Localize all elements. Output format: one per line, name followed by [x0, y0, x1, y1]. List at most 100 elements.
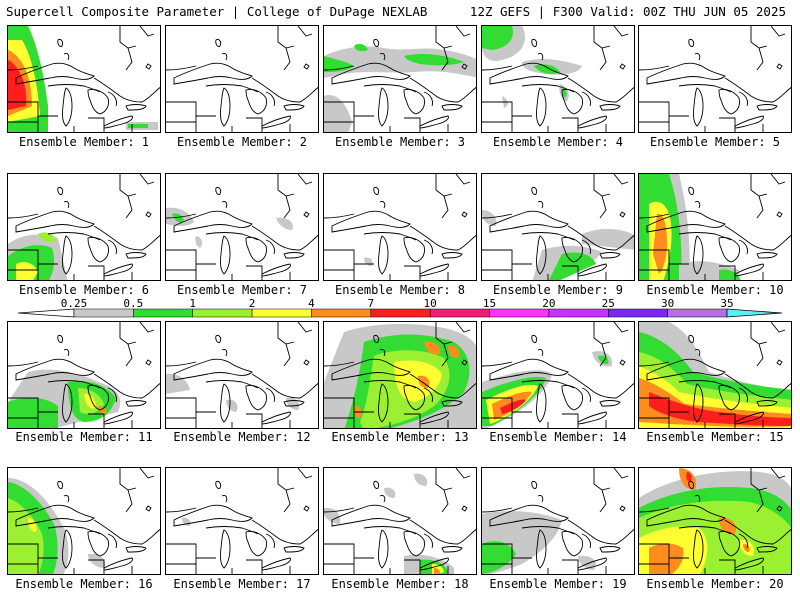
scp-contour-fill	[84, 394, 96, 409]
basemap-outline	[125, 400, 147, 407]
basemap-outline	[561, 237, 583, 263]
basemap-outline	[125, 252, 147, 259]
basemap-outline	[756, 252, 778, 259]
basemap-outline	[776, 63, 783, 70]
basemap-outline	[145, 505, 152, 512]
basemap-outline	[324, 397, 449, 428]
colorbar-segment	[429, 308, 490, 318]
basemap-outline	[646, 358, 726, 381]
ensemble-member-label-9: Ensemble Member: 9	[492, 283, 624, 297]
basemap-outline	[145, 211, 152, 218]
scp-map-7	[166, 174, 318, 280]
basemap-outline	[15, 358, 95, 381]
basemap-outline	[145, 63, 152, 70]
model-run-info: 12Z GEFS | F300 Valid: 00Z THU JUN 05 20…	[469, 4, 786, 19]
basemap-outline	[461, 359, 468, 366]
basemap-outline	[693, 87, 704, 127]
ensemble-member-panel-6	[7, 173, 161, 281]
basemap-outline	[324, 507, 476, 545]
colorbar-tick-label: 1	[189, 297, 196, 310]
scp-map-6	[8, 174, 160, 280]
colorbar-underflow-triangle	[17, 308, 75, 318]
basemap-outline	[378, 235, 389, 275]
basemap-outline	[531, 481, 538, 489]
basemap-outline	[441, 546, 463, 553]
basemap-outline	[125, 546, 147, 553]
colorbar-overflow-triangle	[726, 308, 783, 318]
basemap-outline	[15, 210, 95, 233]
scp-contour-fill	[8, 397, 58, 428]
basemap-outline	[646, 62, 726, 85]
basemap-outline	[379, 201, 386, 209]
basemap-outline	[581, 239, 591, 255]
scp-map-12	[166, 322, 318, 428]
basemap-outline	[221, 201, 228, 209]
scp-contour-fill	[166, 373, 190, 394]
basemap-outline	[173, 358, 253, 381]
ensemble-member-label-12: Ensemble Member: 12	[173, 430, 311, 444]
scp-contour-fill	[482, 541, 516, 574]
basemap-outline	[331, 62, 411, 85]
basemap-outline	[776, 359, 783, 366]
colorbar-segment	[251, 308, 312, 318]
basemap-outline	[718, 89, 740, 115]
ensemble-member-panel-1	[7, 25, 161, 133]
basemap-outline	[482, 507, 634, 545]
basemap-outline	[435, 322, 471, 367]
scp-contour-fill	[16, 262, 38, 280]
basemap-outline	[531, 335, 538, 343]
basemap-outline	[331, 358, 411, 381]
basemap-outline	[577, 411, 607, 425]
scp-map-1	[8, 26, 160, 132]
basemap-outline	[423, 387, 433, 403]
basemap-outline	[331, 504, 411, 527]
scp-contour-fill	[434, 568, 440, 574]
colorbar-tick-label: 0.25	[61, 297, 88, 310]
basemap-outline	[639, 543, 764, 574]
chart-title: Supercell Composite Parameter | College …	[6, 4, 428, 19]
scp-contour-fill	[448, 345, 460, 358]
basemap-outline	[537, 495, 544, 503]
basemap-outline	[531, 39, 538, 47]
basemap-outline	[220, 383, 231, 423]
basemap-outline	[324, 101, 449, 132]
scp-map-19	[482, 468, 634, 574]
scp-map-2	[166, 26, 318, 132]
basemap-outline	[756, 400, 778, 407]
basemap-outline	[561, 531, 583, 557]
basemap-outline	[8, 361, 160, 399]
basemap-outline	[482, 397, 607, 428]
basemap-outline	[693, 529, 704, 569]
colorbar-segment	[548, 308, 609, 318]
basemap-outline	[461, 63, 468, 70]
basemap-outline	[378, 383, 389, 423]
ensemble-member-label-5: Ensemble Member: 5	[649, 135, 781, 149]
basemap-outline	[482, 213, 634, 251]
basemap-outline	[62, 383, 73, 423]
basemap-outline	[283, 104, 305, 111]
basemap-outline	[220, 235, 231, 275]
ensemble-member-panel-3	[323, 25, 477, 133]
basemap-outline	[419, 115, 449, 129]
basemap-outline	[734, 115, 764, 129]
scp-contour-fill	[500, 399, 526, 414]
basemap-outline	[694, 495, 701, 503]
basemap-outline	[593, 322, 629, 367]
basemap-outline	[220, 87, 231, 127]
basemap-outline	[750, 174, 786, 219]
basemap-outline	[536, 529, 547, 569]
basemap-outline	[738, 91, 748, 107]
basemap-outline	[173, 62, 253, 85]
basemap-outline	[107, 533, 117, 549]
scp-contour-fill	[8, 60, 27, 110]
scp-contour-fill	[28, 518, 37, 532]
basemap-outline	[261, 263, 291, 277]
basemap-outline	[619, 359, 626, 366]
basemap-outline	[489, 504, 569, 527]
basemap-outline	[87, 237, 109, 263]
basemap-outline	[461, 505, 468, 512]
basemap-outline	[639, 249, 764, 280]
basemap-outline	[536, 87, 547, 127]
basemap-outline	[220, 529, 231, 569]
basemap-outline	[599, 252, 621, 259]
